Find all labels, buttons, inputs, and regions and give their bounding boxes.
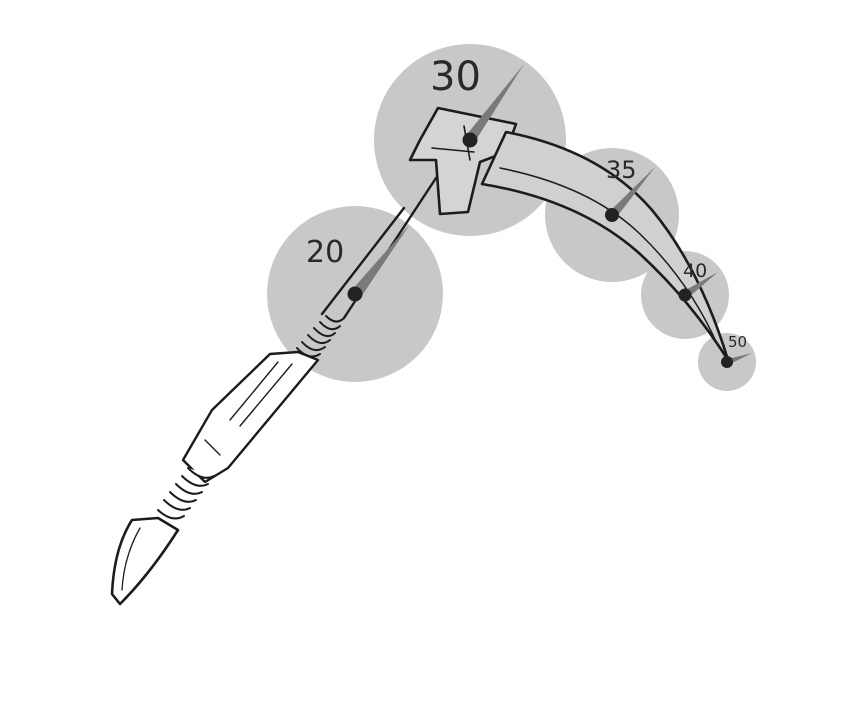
pommel-detail xyxy=(121,527,141,591)
pivot-35 xyxy=(605,208,619,222)
needle-30 xyxy=(464,64,524,143)
needle-35 xyxy=(608,167,655,218)
pivot-30 xyxy=(462,132,478,148)
needle-20 xyxy=(351,224,410,297)
label-35: 35 xyxy=(606,156,637,184)
label-50: 50 xyxy=(728,333,747,351)
handle-lower xyxy=(181,350,320,484)
pivot-20 xyxy=(347,286,363,302)
label-20: 20 xyxy=(306,235,344,270)
needle-40 xyxy=(682,272,718,298)
pickaxe-drawing xyxy=(110,106,730,606)
label-30: 30 xyxy=(430,54,481,100)
label-40: 40 xyxy=(683,260,707,282)
grip-wrap-upper xyxy=(296,315,345,358)
marker-pivots xyxy=(347,132,733,368)
pivot-40 xyxy=(678,288,692,302)
grip-wrap-lower xyxy=(157,467,215,520)
handle-lower-detail xyxy=(204,361,293,456)
pick-blade-edge xyxy=(499,167,719,347)
marker-needles xyxy=(351,64,752,364)
pivot-50 xyxy=(721,356,733,368)
marker-circles xyxy=(267,44,756,391)
pommel xyxy=(110,516,180,606)
marker-labels: 20 30 35 40 50 xyxy=(306,54,747,351)
